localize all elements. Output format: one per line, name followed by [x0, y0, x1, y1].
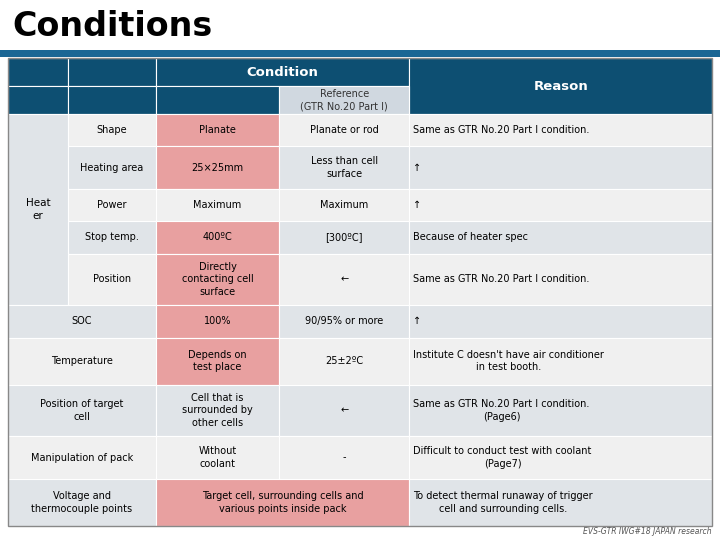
Bar — [8, 58, 712, 526]
Text: ↑: ↑ — [413, 200, 421, 210]
Text: [300ºC]: [300ºC] — [325, 232, 363, 242]
Bar — [409, 58, 712, 114]
Bar — [8, 338, 156, 384]
Bar — [8, 58, 68, 86]
Bar — [279, 384, 409, 436]
Bar — [409, 146, 712, 189]
Bar — [279, 146, 409, 189]
Bar — [8, 436, 156, 479]
Text: Cell that is
surrounded by
other cells: Cell that is surrounded by other cells — [182, 393, 253, 428]
Text: Maximum: Maximum — [193, 200, 242, 210]
Text: To detect thermal runaway of trigger
cell and surrounding cells.: To detect thermal runaway of trigger cel… — [413, 491, 593, 514]
Text: Reason: Reason — [534, 79, 588, 92]
Bar — [156, 146, 279, 189]
Bar — [279, 254, 409, 305]
Bar — [409, 436, 712, 479]
Text: 400ºC: 400ºC — [202, 232, 233, 242]
Text: Directly
contacting cell
surface: Directly contacting cell surface — [181, 262, 253, 297]
Bar — [156, 254, 279, 305]
Bar — [409, 189, 712, 221]
Bar — [409, 305, 712, 338]
Bar — [68, 146, 156, 189]
Text: Condition: Condition — [247, 65, 318, 78]
Text: Stop temp.: Stop temp. — [85, 232, 139, 242]
Bar — [156, 86, 279, 114]
Bar — [8, 305, 156, 338]
Text: Planate or rod: Planate or rod — [310, 125, 379, 135]
Text: Maximum: Maximum — [320, 200, 369, 210]
Text: Institute C doesn't have air conditioner
in test booth.: Institute C doesn't have air conditioner… — [413, 350, 604, 372]
Bar — [68, 114, 156, 146]
Text: Power: Power — [97, 200, 127, 210]
Text: 25×25mm: 25×25mm — [192, 163, 243, 173]
Text: Manipulation of pack: Manipulation of pack — [31, 453, 133, 463]
Text: ←: ← — [340, 274, 348, 285]
Bar — [68, 189, 156, 221]
Text: ←: ← — [340, 406, 348, 415]
Bar — [156, 58, 409, 86]
Text: ↑: ↑ — [413, 316, 421, 326]
Bar — [156, 114, 279, 146]
Bar — [68, 58, 156, 86]
Text: SOC: SOC — [72, 316, 92, 326]
Bar — [409, 384, 712, 436]
Text: Without
coolant: Without coolant — [198, 447, 237, 469]
Bar — [409, 221, 712, 254]
Bar — [8, 384, 156, 436]
Text: -: - — [343, 453, 346, 463]
Bar — [409, 254, 712, 305]
Text: EVS-GTR IWG#18 JAPAN research: EVS-GTR IWG#18 JAPAN research — [583, 527, 712, 536]
Bar — [156, 384, 279, 436]
Text: Voltage and
thermocouple points: Voltage and thermocouple points — [32, 491, 132, 514]
Bar — [279, 221, 409, 254]
Bar — [156, 338, 279, 384]
Text: Heating area: Heating area — [80, 163, 143, 173]
Text: ↑: ↑ — [413, 163, 421, 173]
Text: Reference
(GTR No.20 Part I): Reference (GTR No.20 Part I) — [300, 89, 388, 111]
Text: Less than cell
surface: Less than cell surface — [310, 157, 378, 179]
Bar — [156, 479, 409, 526]
Bar — [156, 189, 279, 221]
Text: Same as GTR No.20 Part I condition.: Same as GTR No.20 Part I condition. — [413, 274, 590, 285]
Text: 90/95% or more: 90/95% or more — [305, 316, 383, 326]
Bar — [68, 254, 156, 305]
Text: Shape: Shape — [96, 125, 127, 135]
Bar — [68, 221, 156, 254]
Bar — [0, 0, 720, 50]
Bar — [279, 189, 409, 221]
Bar — [409, 479, 712, 526]
Bar — [279, 436, 409, 479]
Bar — [68, 86, 156, 114]
Bar — [279, 86, 409, 114]
Text: Same as GTR No.20 Part I condition.: Same as GTR No.20 Part I condition. — [413, 125, 590, 135]
Text: Temperature: Temperature — [51, 356, 113, 366]
Text: Planate: Planate — [199, 125, 236, 135]
Bar — [0, 50, 720, 57]
Text: 25±2ºC: 25±2ºC — [325, 356, 363, 366]
Bar — [8, 479, 156, 526]
Bar — [8, 86, 68, 114]
Text: Target cell, surrounding cells and
various points inside pack: Target cell, surrounding cells and vario… — [202, 491, 364, 514]
Text: Because of heater spec: Because of heater spec — [413, 232, 528, 242]
Bar — [409, 338, 712, 384]
Bar — [8, 114, 68, 305]
Text: Depends on
test place: Depends on test place — [188, 350, 247, 372]
Text: 100%: 100% — [204, 316, 231, 326]
Text: Position: Position — [93, 274, 131, 285]
Bar — [156, 221, 279, 254]
Bar — [279, 338, 409, 384]
Text: Conditions: Conditions — [12, 10, 212, 43]
Text: Position of target
cell: Position of target cell — [40, 399, 124, 422]
Bar — [156, 305, 279, 338]
Text: Heat
er: Heat er — [26, 198, 50, 221]
Text: Same as GTR No.20 Part I condition.
(Page6): Same as GTR No.20 Part I condition. (Pag… — [413, 399, 590, 422]
Text: Difficult to conduct test with coolant
(Page7): Difficult to conduct test with coolant (… — [413, 447, 592, 469]
Bar — [156, 436, 279, 479]
Bar — [409, 114, 712, 146]
Bar — [279, 114, 409, 146]
Bar — [279, 305, 409, 338]
